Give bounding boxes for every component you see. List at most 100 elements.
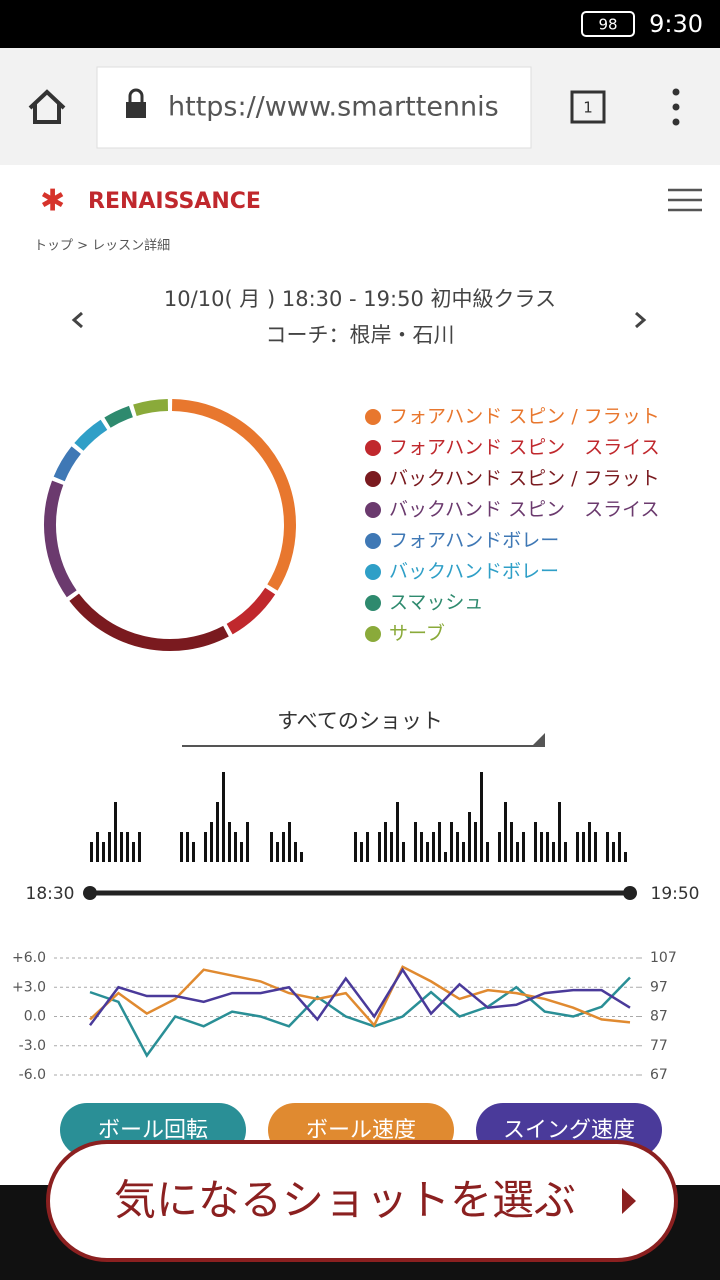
donut-segment [74,419,108,451]
filter-label: すべてのショット [277,709,443,733]
y2-tick-label: 77 [650,1038,668,1054]
shot-bar [240,842,243,862]
legend-label: スマッシュ [389,592,483,614]
y-tick-label: -3.0 [19,1038,46,1054]
donut-segment [53,446,82,482]
timeline-end[interactable] [623,886,637,900]
shot-bar [582,832,585,862]
start-time: 18:30 [26,884,75,904]
series-button-label: ボール速度 [306,1118,416,1143]
legend-label: バックハンド スピン スライス [389,499,660,521]
url: https://www.smarttennis [168,92,499,123]
shot-bar [282,832,285,862]
shot-bar [540,832,543,862]
shot-bar [480,772,483,862]
status-bar [0,0,720,48]
donut-segment [69,593,229,651]
shot-bar [486,842,489,862]
lock-icon [126,102,146,118]
next-arrow[interactable] [635,311,647,329]
shot-bar [366,832,369,862]
y-tick-label: -6.0 [19,1067,46,1083]
shot-bar [222,772,225,862]
hamburger[interactable] [668,188,702,212]
battery-icon [581,11,635,37]
legend-label: サーブ [389,622,445,645]
shot-bar [204,832,207,862]
legend-dot [365,502,381,518]
coach: コーチ：根岸・石川 [266,323,455,347]
shot-bar [564,842,567,862]
shot-bar [234,832,237,862]
shot-bar [96,832,99,862]
shot-bar [354,832,357,862]
shot-bar [576,832,579,862]
shot-bar [594,832,597,862]
shot-bar [552,842,555,862]
legend-dot [365,626,381,642]
shot-bar [228,822,231,862]
y2-tick-label: 107 [650,950,677,966]
legend-label: バックハンドボレー [389,561,559,583]
shot-bar [246,822,249,862]
shot-bar [522,832,525,862]
series-button-label: スイング速度 [503,1118,635,1143]
shot-bar [120,832,123,862]
breadcrumb: トップ > レッスン詳細 [34,238,170,254]
legend-label: フォアハンドボレー [389,530,559,552]
shot-bar [558,802,561,862]
shot-bar [270,832,273,862]
shot-bar [468,812,471,862]
shot-bar [396,802,399,862]
tabs-button[interactable] [570,90,606,124]
shot-bar [192,842,195,862]
legend-label: フォアハンド スピン / フラット [389,406,660,428]
shot-bar [432,832,435,862]
shot-bar [426,842,429,862]
shot-bar [384,822,387,862]
shot-bar [402,842,405,862]
brand: RENAISSANCE [88,189,261,214]
shot-bar [276,842,279,862]
shot-bar [618,832,621,862]
donut-segment [171,399,296,591]
y-tick-label: +6.0 [12,950,46,966]
lesson-title: 10/10( 月 ) 18:30 - 19:50 初中級クラス [164,287,556,311]
y-tick-label: +3.0 [12,979,46,995]
shot-bar [294,842,297,862]
shot-bar [456,832,459,862]
logo-mark: ✱ [40,184,65,219]
lock-shackle [128,88,144,102]
shot-bar [414,822,417,862]
donut-segment [44,480,77,598]
battery: 98 [598,16,617,34]
shot-bar [180,832,183,862]
legend-dot [365,409,381,425]
shot-bar [132,842,135,862]
shot-bar [138,832,141,862]
tab-count: 1 [583,99,593,117]
end-time: 19:50 [651,884,700,904]
home-button[interactable] [28,89,66,124]
url-box[interactable] [96,66,532,149]
shot-bar [498,832,501,862]
legend-dot [365,440,381,456]
shot-bar [444,852,447,862]
series-line [88,967,631,1027]
legend-label: バックハンド スピン / フラット [389,468,660,490]
shot-bar [378,832,381,862]
cta-button[interactable] [46,1140,678,1262]
shot-bar [606,832,609,862]
shot-bar [360,842,363,862]
series-line [89,965,631,1028]
shot-bar [288,822,291,862]
shot-bar [450,822,453,862]
cta-label: 気になるショットを選ぶ [114,1176,576,1225]
menu-button[interactable] [672,88,680,126]
timeline-start[interactable] [83,886,97,900]
shot-bar [300,852,303,862]
prev-arrow[interactable] [71,311,83,329]
shot-bar [534,822,537,862]
